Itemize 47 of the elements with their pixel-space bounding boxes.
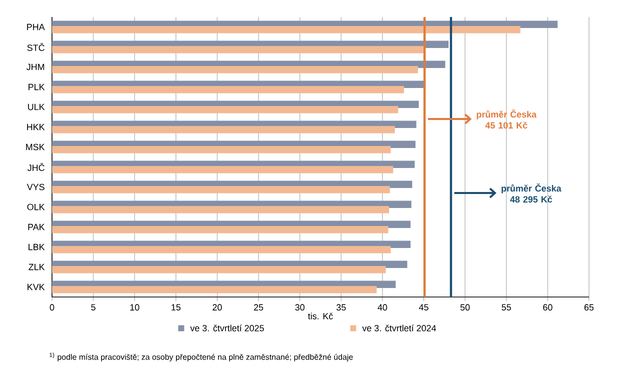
ref-line-label: průměr Česka 48 295 Kč [502, 183, 562, 203]
x-tick-label: 40 [378, 304, 388, 311]
x-tick-label: 50 [460, 304, 470, 311]
bar [52, 266, 386, 274]
x-tick-label: 60 [543, 304, 552, 311]
y-tick-label: HKK [27, 124, 45, 130]
x-tick-label: 30 [295, 304, 304, 311]
bar [52, 26, 520, 34]
x-tick-label: 55 [502, 304, 511, 310]
y-tick-label: KVK [28, 284, 45, 290]
bar [52, 106, 398, 114]
bar [52, 46, 426, 54]
bar [52, 206, 390, 214]
x-tick-label: 0 [50, 304, 54, 311]
legend-label: ve 3. čtvrtletí 2025 [190, 324, 264, 332]
x-tick-label: 15 [172, 304, 181, 310]
x-tick-label: 10 [130, 304, 140, 311]
bar [52, 66, 418, 74]
x-tick-label: 25 [254, 304, 264, 311]
y-tick-label: JHM [26, 64, 44, 70]
y-tick-label: PAK [28, 224, 45, 230]
x-axis-title: tis. Kč [308, 312, 333, 320]
bar [52, 226, 388, 234]
bar [52, 186, 390, 194]
x-tick-label: 5 [91, 304, 96, 310]
y-tick-label: OLK [27, 204, 45, 210]
y-tick-label: ZLK [28, 264, 45, 270]
ref-line-label: průměr Česka 45 101 Kč [476, 109, 537, 129]
y-tick-label: JHČ [28, 163, 44, 171]
x-tick-label: 65 [584, 304, 594, 311]
y-tick-label: PHA [27, 24, 45, 30]
x-tick-label: 20 [212, 304, 222, 311]
y-tick-label: ULK [28, 104, 45, 110]
bar [52, 146, 391, 154]
bar [52, 286, 377, 294]
y-tick-label: LBK [28, 244, 45, 250]
x-tick-label: 35 [336, 304, 346, 311]
y-tick-label: VYS [26, 184, 44, 190]
x-tick-label: 45 [418, 304, 428, 310]
bar [52, 166, 394, 174]
y-tick-label: STČ [27, 43, 44, 51]
bar [52, 126, 395, 134]
y-tick-label: PLK [28, 84, 45, 90]
legend-label: ve 3. čtvrtletí 2024 [362, 324, 436, 332]
bar [52, 86, 404, 94]
bar [52, 246, 391, 254]
y-tick-label: MSK [26, 144, 45, 150]
